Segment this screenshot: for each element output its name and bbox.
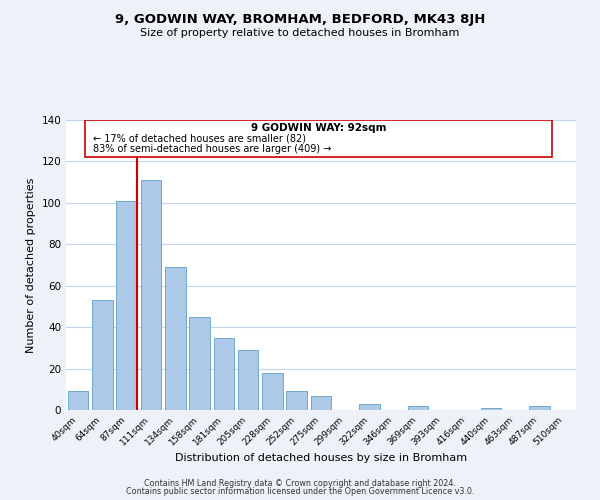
Text: 9 GODWIN WAY: 92sqm: 9 GODWIN WAY: 92sqm [251, 123, 386, 133]
Bar [481, 408, 502, 410]
Bar [165, 267, 185, 410]
FancyBboxPatch shape [85, 120, 552, 158]
Bar [92, 300, 113, 410]
Bar [408, 406, 428, 410]
Bar [140, 180, 161, 410]
Text: 83% of semi-detached houses are larger (409) →: 83% of semi-detached houses are larger (… [93, 144, 331, 154]
Bar [286, 392, 307, 410]
Text: Contains HM Land Registry data © Crown copyright and database right 2024.: Contains HM Land Registry data © Crown c… [144, 478, 456, 488]
Bar [238, 350, 259, 410]
Bar [68, 392, 88, 410]
Bar [116, 201, 137, 410]
Bar [189, 317, 210, 410]
X-axis label: Distribution of detached houses by size in Bromham: Distribution of detached houses by size … [175, 452, 467, 462]
Bar [311, 396, 331, 410]
Text: 9, GODWIN WAY, BROMHAM, BEDFORD, MK43 8JH: 9, GODWIN WAY, BROMHAM, BEDFORD, MK43 8J… [115, 12, 485, 26]
Text: ← 17% of detached houses are smaller (82): ← 17% of detached houses are smaller (82… [93, 134, 306, 143]
Text: Size of property relative to detached houses in Bromham: Size of property relative to detached ho… [140, 28, 460, 38]
Bar [359, 404, 380, 410]
Bar [529, 406, 550, 410]
Text: Contains public sector information licensed under the Open Government Licence v3: Contains public sector information licen… [126, 487, 474, 496]
Bar [262, 372, 283, 410]
Y-axis label: Number of detached properties: Number of detached properties [26, 178, 36, 352]
Bar [214, 338, 234, 410]
